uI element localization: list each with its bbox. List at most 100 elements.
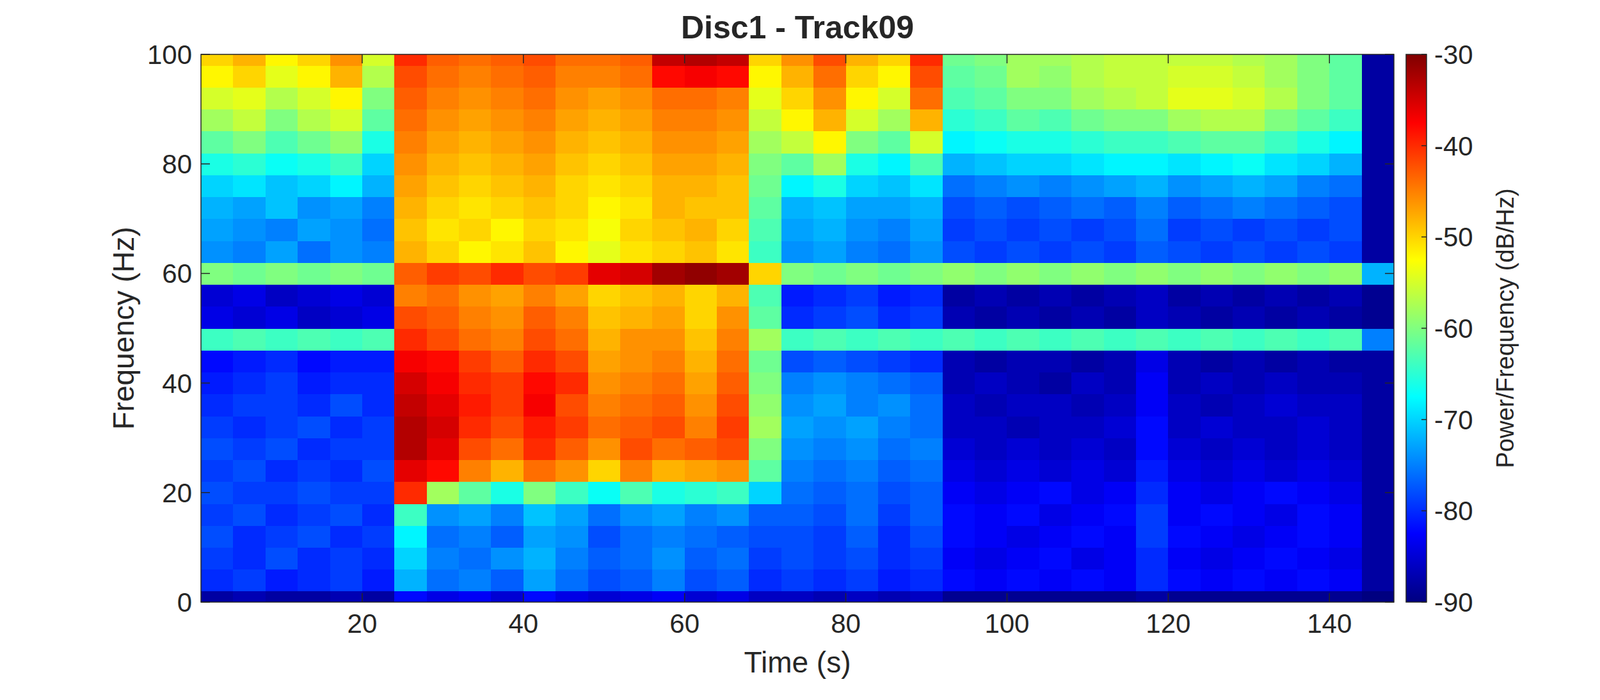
cell <box>1168 437 1201 461</box>
cell <box>1071 437 1104 461</box>
cell <box>684 87 718 110</box>
cell <box>1264 416 1298 439</box>
cell <box>232 481 266 505</box>
cell <box>523 54 557 66</box>
cell <box>1361 197 1394 220</box>
cell <box>620 525 653 548</box>
cell <box>394 503 427 527</box>
colorbar-label: Power/Frequency (dB/Hz) <box>1491 188 1519 468</box>
cell <box>684 416 718 439</box>
cell <box>684 109 718 132</box>
cell <box>1264 197 1298 220</box>
cell <box>1200 218 1234 242</box>
cell <box>910 262 943 285</box>
cell <box>910 328 943 351</box>
cell <box>846 591 879 603</box>
cell <box>458 481 492 505</box>
cell <box>1104 262 1137 285</box>
cell <box>652 328 685 351</box>
cell <box>1297 54 1330 66</box>
cell <box>716 525 750 548</box>
cell <box>330 591 363 603</box>
cell <box>652 262 685 285</box>
y-tick <box>200 601 210 603</box>
cell <box>200 240 234 264</box>
cell <box>394 197 427 220</box>
cell <box>1104 437 1137 461</box>
cell <box>362 152 395 176</box>
cell <box>394 547 427 570</box>
cell <box>781 416 815 439</box>
cell <box>910 240 943 264</box>
cell <box>362 65 395 88</box>
cell <box>1232 152 1266 176</box>
cell <box>1329 525 1362 548</box>
x-tick <box>361 593 363 603</box>
cell <box>1264 306 1298 329</box>
colorbar-tick-label: -60 <box>1434 313 1474 344</box>
cell <box>1297 174 1330 198</box>
cell <box>716 547 750 570</box>
cell <box>555 240 589 264</box>
cell <box>1168 174 1201 198</box>
cell <box>1168 240 1201 264</box>
cell <box>620 481 653 505</box>
cell <box>652 65 685 88</box>
cell <box>490 371 524 395</box>
cell <box>1200 371 1234 395</box>
x-tick <box>1168 593 1170 603</box>
cell <box>265 350 299 373</box>
cell <box>523 197 557 220</box>
cell <box>458 459 492 482</box>
cell <box>1136 65 1169 88</box>
cell <box>1039 131 1072 154</box>
cell <box>426 197 460 220</box>
cell <box>265 284 299 308</box>
cell <box>330 525 363 548</box>
cell <box>1329 109 1362 132</box>
cell <box>716 262 750 285</box>
cell <box>200 306 234 329</box>
cell <box>265 131 299 154</box>
cell <box>1168 65 1201 88</box>
cell <box>781 306 815 329</box>
y-tick <box>200 273 210 275</box>
cell <box>1329 371 1362 395</box>
cell <box>426 262 460 285</box>
cell <box>426 437 460 461</box>
cell <box>684 371 718 395</box>
cell <box>200 54 234 66</box>
cell <box>1071 350 1104 373</box>
cell <box>652 152 685 176</box>
x-tick <box>684 593 686 603</box>
cell <box>748 569 782 592</box>
y-axis-label: Frequency (Hz) <box>106 227 141 431</box>
cell <box>1232 350 1266 373</box>
cell <box>652 109 685 132</box>
cell <box>265 174 299 198</box>
cell <box>232 262 266 285</box>
cell <box>1329 306 1362 329</box>
cell <box>1200 284 1234 308</box>
cell <box>1232 262 1266 285</box>
cell <box>1071 371 1104 395</box>
cell <box>1071 152 1104 176</box>
cell <box>1071 569 1104 592</box>
cell <box>297 65 331 88</box>
cell <box>232 416 266 439</box>
cell <box>490 416 524 439</box>
cell <box>1104 371 1137 395</box>
cell <box>813 416 847 439</box>
cell <box>1232 54 1266 66</box>
cell <box>588 152 621 176</box>
cell <box>974 109 1008 132</box>
cell <box>1168 284 1201 308</box>
cell <box>490 525 524 548</box>
cell <box>942 371 976 395</box>
cell <box>232 197 266 220</box>
cell <box>1104 547 1137 570</box>
cell <box>265 197 299 220</box>
cell <box>878 87 911 110</box>
cell <box>523 503 557 527</box>
cell <box>813 525 847 548</box>
